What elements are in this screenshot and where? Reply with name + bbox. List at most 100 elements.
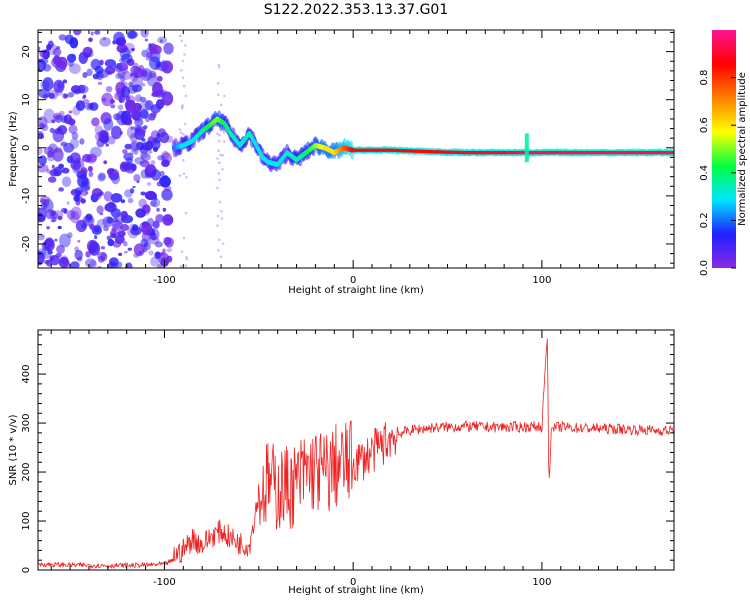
noise-blob [74,187,84,194]
noise-blob [150,44,162,55]
noise-blob [146,51,153,59]
noise-blob [123,240,128,247]
colorbar-tick-label: 0.8 [699,70,710,86]
noise-blob [112,219,123,232]
noise-blob [144,167,154,177]
y-tick-label: 10 [21,93,32,106]
noise-blob [41,124,49,132]
noise-blob [103,118,114,131]
noise-blob [156,207,160,212]
noise-blob [98,172,106,180]
noise-blob [85,258,96,268]
noise-blob [114,234,125,244]
noise-blob [127,247,132,251]
noise-blob [112,40,116,45]
noise-blob [67,92,75,98]
noise-blob [94,235,98,240]
noise-blob [38,46,41,52]
noise-blob [103,160,108,165]
noise-blob [60,141,68,147]
noise-blob [70,206,82,220]
noise-blob [97,173,106,182]
noise-blob [70,160,82,170]
noise-blob [134,124,141,132]
noise-dot [222,131,226,134]
noise-blob [81,223,87,229]
noise-blob [42,93,49,99]
noise-blob [133,148,139,155]
noise-blob [161,152,172,164]
y-tick-label: 0 [21,145,32,151]
noise-blob [52,128,65,143]
colorbar-ticks: 0.0 0.2 0.4 0.6 0.8 [699,70,736,276]
noise-blob [58,187,64,192]
noise-blob [86,213,93,220]
noise-blob [60,115,68,123]
noise-blob [131,48,135,51]
noise-blob [162,248,166,253]
noise-blob [119,98,123,103]
noise-blob [70,261,80,268]
noise-blob [134,118,144,127]
noise-blob [156,75,163,82]
noise-dot [180,105,184,108]
colorbar-label: Normalized spectral amplitude [737,72,748,226]
noise-blob [108,170,120,181]
noise-dot [220,217,224,220]
noise-blob [80,180,91,192]
noise-dot [178,174,182,177]
noise-blob [99,59,104,66]
noise-blob [110,193,123,203]
noise-blob [132,185,136,189]
noise-blob [165,217,174,223]
noise-dot [180,39,183,43]
noise-blob [88,171,94,178]
noise-blob [159,175,171,188]
noise-dot [217,93,220,97]
noise-blob [38,146,43,156]
noise-blob [62,79,67,84]
noise-dot [217,65,221,69]
noise-blob [49,169,60,177]
noise-blob [114,62,123,73]
noise-blob [59,110,65,117]
noise-blob [97,192,102,197]
noise-blob [39,198,47,204]
noise-dot [217,172,220,175]
noise-blob [129,151,134,156]
noise-blob [57,83,61,88]
noise-blob [156,181,162,187]
noise-blob [63,93,69,99]
noise-blob [58,34,67,41]
noise-blob [156,263,165,268]
noise-blob [49,89,59,100]
noise-blob [40,234,45,238]
noise-blob [69,63,81,74]
noise-dot [185,176,188,179]
noise-blob [127,197,134,204]
noise-dot [223,94,226,98]
noise-blob [150,198,161,208]
noise-blob [112,217,118,223]
noise-blob [48,176,57,183]
noise-blob [131,84,143,93]
noise-blob [76,103,81,108]
noise-dot [184,264,187,267]
noise-blob [38,58,47,72]
noise-dot [216,132,219,136]
noise-blob [138,198,147,208]
noise-blob [38,132,44,138]
noise-blob [145,174,150,178]
snr-ticks: -100 0 100 0 100 200 300 400 [21,330,675,588]
noise-blob [94,131,107,142]
noise-dot [182,172,186,175]
noise-blob [148,70,157,79]
noise-blob [149,231,156,236]
noise-dot [218,161,221,164]
noise-blob [94,125,104,135]
noise-blob [50,219,55,223]
noise-blob [129,188,135,194]
noise-blob [133,66,143,79]
y-tick-label: 400 [21,365,32,384]
